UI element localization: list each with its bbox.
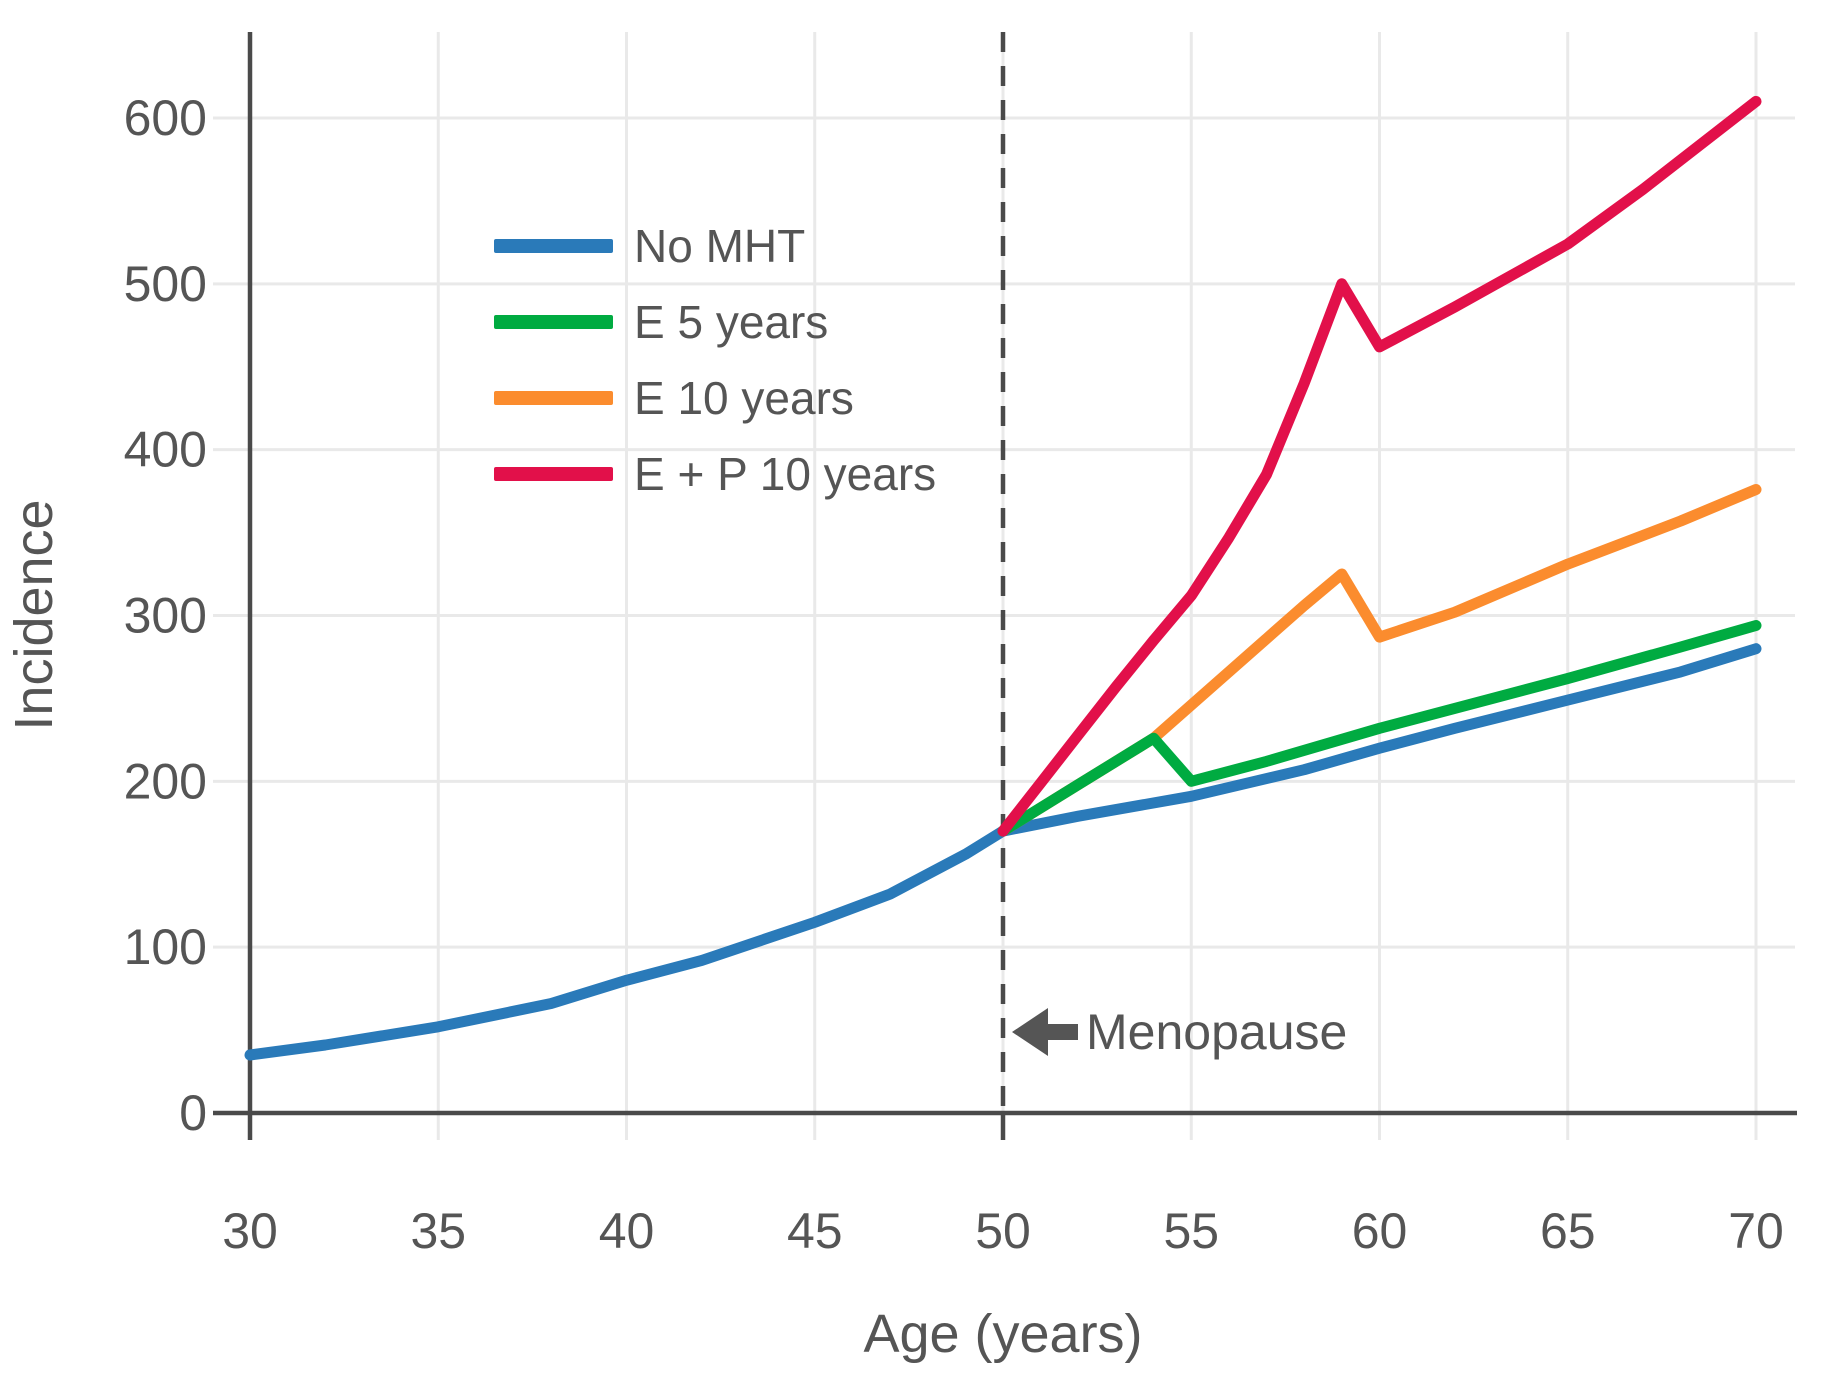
- menopause-label: Menopause: [1086, 1004, 1347, 1060]
- y-tick-label-200: 200: [124, 753, 207, 809]
- x-tick-label-55: 55: [1163, 1203, 1219, 1259]
- y-tick-label-500: 500: [124, 256, 207, 312]
- left-arrow-icon: [1012, 1008, 1078, 1056]
- x-tick-label-45: 45: [787, 1203, 843, 1259]
- legend-label-e-5-years: E 5 years: [634, 296, 828, 348]
- legend-label-e-10-years: E 10 years: [634, 372, 854, 424]
- x-tick-label-70: 70: [1728, 1203, 1784, 1259]
- legend-swatch-e-10-years: [494, 391, 613, 405]
- legend-label-no-mht: No MHT: [634, 220, 805, 272]
- x-axis-title: Age (years): [863, 1304, 1142, 1364]
- legend-swatch-no-mht: [494, 239, 613, 253]
- x-tick-label-65: 65: [1540, 1203, 1596, 1259]
- series-line-e-5-years: [997, 620, 1762, 837]
- y-tick-label-100: 100: [124, 919, 207, 975]
- y-axis-title: Incidence: [4, 499, 64, 730]
- tick-labels: 30 35 40 45 50 55 60 65 70 0 100 200 300 400 500 600: [124, 90, 1784, 1259]
- legend-swatch-e-5-years: [494, 315, 613, 329]
- legend-item-e-10-years: E 10 years: [494, 372, 854, 424]
- legend-item-e-5-years: E 5 years: [494, 296, 828, 348]
- x-tick-label-40: 40: [599, 1203, 655, 1259]
- y-tick-label-0: 0: [179, 1085, 207, 1141]
- legend-item-no-mht: No MHT: [494, 220, 805, 272]
- menopause-annotation: Menopause: [1012, 1004, 1347, 1060]
- x-tick-label-30: 30: [222, 1203, 278, 1259]
- legend: No MHT E 5 years E 10 years E + P 10 yea…: [494, 220, 936, 500]
- series-line-e-p-10-years: [997, 95, 1762, 837]
- y-tick-label-600: 600: [124, 90, 207, 146]
- legend-label-e-p-10-years: E + P 10 years: [634, 448, 936, 500]
- legend-swatch-e-p-10-years: [494, 467, 613, 481]
- data-series: [244, 95, 1762, 1061]
- x-tick-label-35: 35: [410, 1203, 466, 1259]
- legend-item-e-p-10-years: E + P 10 years: [494, 448, 936, 500]
- series-line-no-mht: [244, 643, 1762, 1061]
- y-tick-label-400: 400: [124, 422, 207, 478]
- x-tick-label-60: 60: [1352, 1203, 1408, 1259]
- y-tick-label-300: 300: [124, 588, 207, 644]
- x-tick-label-50: 50: [975, 1203, 1031, 1259]
